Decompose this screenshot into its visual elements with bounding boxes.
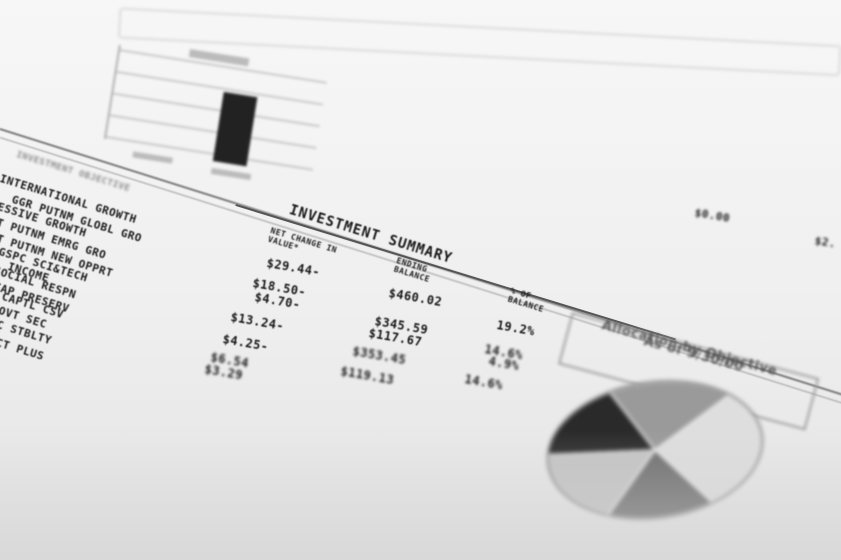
pct-value: 14.6% xyxy=(463,372,505,393)
ending-balance-value: $460.02 xyxy=(387,286,444,310)
right-value: $2. xyxy=(813,234,838,251)
pct-value: 19.2% xyxy=(495,318,537,339)
ending-balance-value: $353.45 xyxy=(351,344,408,368)
net-change-value: $13.24- xyxy=(229,310,286,334)
pct-balance-header: % OF BALANCE xyxy=(506,286,545,315)
net-change-value: $29.44- xyxy=(265,256,322,280)
right-value: $0.00 xyxy=(693,206,732,225)
bottom-shadow xyxy=(0,430,841,560)
net-change-value: $4.25- xyxy=(221,332,270,354)
ending-balance-value: $119.13 xyxy=(339,364,396,388)
mini-chart-bar xyxy=(212,91,258,167)
mini-bar-chart xyxy=(103,45,327,180)
